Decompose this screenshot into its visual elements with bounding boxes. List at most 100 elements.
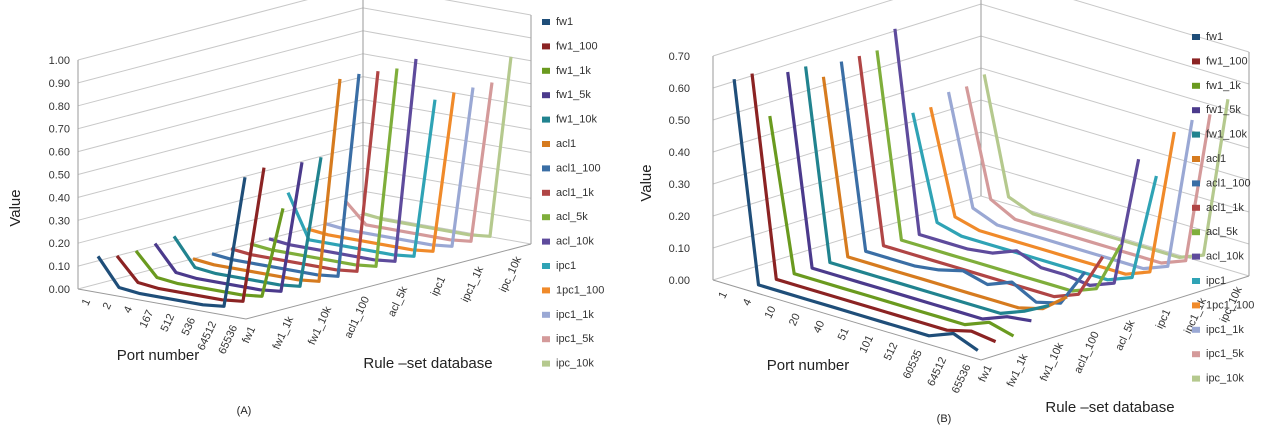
legend-item: ipc_10k xyxy=(1192,373,1244,385)
series-line-acl1_100 xyxy=(839,61,1087,305)
legend-swatch xyxy=(1192,204,1200,211)
x-tick-label: 20 xyxy=(787,312,803,328)
legend-item: acl1 xyxy=(542,138,576,150)
legend-swatch xyxy=(542,189,550,196)
legend-swatch xyxy=(1192,375,1200,382)
series-line-fw1_100 xyxy=(750,73,997,344)
series-line-ipc1_1k xyxy=(325,87,475,248)
legend-swatch xyxy=(1192,351,1200,358)
z-tick-label: acl_5k xyxy=(1113,318,1138,352)
legend-swatch xyxy=(1192,229,1200,236)
x-tick-label: 101 xyxy=(857,333,876,355)
legend-swatch xyxy=(542,214,550,221)
y-tick-label: 0.50 xyxy=(669,115,690,127)
series-line-fw1 xyxy=(96,176,247,308)
z-tick-label: ipc1_1k xyxy=(459,264,486,304)
legend-swatch xyxy=(1192,58,1200,65)
legend-swatch xyxy=(1192,253,1200,260)
legend-swatch xyxy=(542,336,550,343)
z-tick-label: ipc_10k xyxy=(497,254,524,294)
z-tick-label: acl1_100 xyxy=(1072,330,1102,376)
legend-item: fw1_10k xyxy=(1192,129,1247,141)
x-tick-label: 4 xyxy=(741,297,754,308)
series-lines xyxy=(732,28,1230,352)
legend-item: acl1_1k xyxy=(542,187,594,199)
z-tick-label: fw1_1k xyxy=(1005,352,1031,389)
legend-item: 1pc1_100 xyxy=(1192,299,1254,311)
legend-item: acl_5k xyxy=(542,211,588,223)
legend-item: ipc1_5k xyxy=(1192,348,1244,360)
legend-item: ipc1_5k xyxy=(542,333,594,345)
y-tick-label: 0.20 xyxy=(669,211,690,223)
chart-walls xyxy=(77,0,532,320)
legend-label: acl1_100 xyxy=(556,162,601,174)
legend-label: acl1 xyxy=(556,138,576,150)
y-axis-title: Value xyxy=(7,189,24,226)
legend-label: acl_5k xyxy=(556,211,588,223)
legend-label: acl1 xyxy=(1206,153,1226,165)
legend-swatch xyxy=(1192,278,1200,284)
legend-label: fw1_5k xyxy=(1206,104,1241,116)
floor-edge xyxy=(77,243,532,320)
legend-item: acl1_100 xyxy=(1192,177,1251,189)
series-lines xyxy=(96,56,513,308)
legend-label: acl_10k xyxy=(1206,251,1244,263)
legend-swatch xyxy=(542,165,550,172)
legend-swatch xyxy=(542,116,550,123)
z-tick-label: ipc1 xyxy=(1154,307,1173,330)
legend-label: ipc1_1k xyxy=(1206,324,1244,336)
y-tick-label: 1.00 xyxy=(49,55,70,67)
legend-item: ipc1 xyxy=(542,260,576,272)
legend-label: fw1_100 xyxy=(556,40,598,52)
z-ticks: fw1 fw1_1k fw1_10k acl1_100 acl_5k ipc1 ipc1_1… xyxy=(977,285,1245,389)
x-tick-label: 40 xyxy=(811,319,827,335)
series-line-1pc1_100 xyxy=(306,92,456,253)
y-tick-label: 0.60 xyxy=(669,83,690,95)
y-ticks: 0.00 0.10 0.20 0.30 0.40 0.50 0.60 0.70 xyxy=(669,51,690,287)
series-line-acl1_1k xyxy=(857,55,1105,299)
gridline xyxy=(712,0,1250,57)
series-line-ipc1 xyxy=(286,99,437,258)
legend-swatch xyxy=(542,43,550,50)
x-tick-label: 512 xyxy=(882,341,901,363)
z-tick-label: fw1_10k xyxy=(306,304,334,347)
legend-label: ipc1_5k xyxy=(556,333,594,345)
legend-swatch xyxy=(1192,34,1200,40)
legend-item: acl_5k xyxy=(1192,226,1238,238)
legend-swatch xyxy=(542,360,550,367)
x-axis-title: Port number xyxy=(117,347,200,364)
legend-item: fw1_1k xyxy=(1192,80,1241,92)
y-tick-label: 0.60 xyxy=(49,147,70,159)
legend-swatch xyxy=(1192,82,1200,89)
y-tick-label: 0.40 xyxy=(669,147,690,159)
series-line-fw1_1k xyxy=(768,115,1015,338)
legend-swatch xyxy=(542,92,550,99)
legend-label: ipc1 xyxy=(1206,275,1226,287)
y-tick-label: 0.90 xyxy=(49,78,70,90)
y-tick-label: 0.30 xyxy=(669,179,690,191)
z-tick-label: fw1_10k xyxy=(1038,341,1066,384)
x-tick-label: 65536 xyxy=(950,363,974,396)
y-tick-label: 0.30 xyxy=(49,215,70,227)
z-tick-label: fw1 xyxy=(240,325,258,346)
x-tick-label: 4 xyxy=(122,305,135,316)
legend-label: fw1 xyxy=(556,16,573,28)
legend-item: fw1 xyxy=(1192,31,1223,43)
legend-swatch xyxy=(542,67,550,74)
y-tick-label: 0.70 xyxy=(669,51,690,63)
chart-walls xyxy=(712,0,1250,361)
legend-label: 1pc1_100 xyxy=(1206,299,1254,311)
legend-swatch xyxy=(1192,302,1200,309)
legend-label: acl1_100 xyxy=(1206,177,1251,189)
series-line-fw1_10k xyxy=(804,66,1050,315)
z-axis-title: Rule –set database xyxy=(363,355,492,372)
legend-item: acl1_100 xyxy=(542,162,601,174)
legend-item: acl_10k xyxy=(1192,251,1244,263)
legend-label: acl1_1k xyxy=(1206,202,1244,214)
series-line-acl1 xyxy=(821,76,1068,311)
legend-item: fw1_5k xyxy=(1192,104,1241,116)
legend-swatch xyxy=(542,19,550,25)
y-tick-label: 0.00 xyxy=(669,275,690,287)
y-tick-label: 0.00 xyxy=(49,284,70,296)
legend-label: fw1_1k xyxy=(556,65,591,77)
